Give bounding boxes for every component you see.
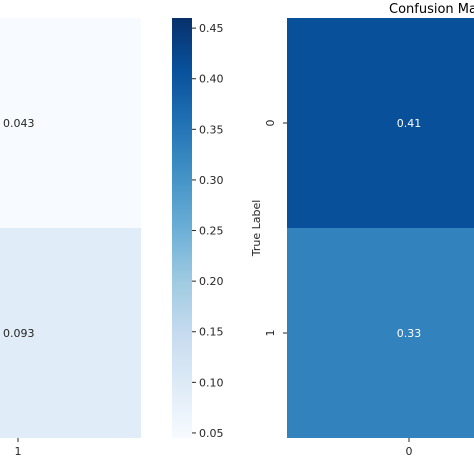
right-heatmap-cells: 0.41 0.33: [287, 18, 474, 438]
chart-title: Confusion Ma: [389, 2, 474, 17]
left-heatmap-x-ticks: 1: [15, 438, 22, 458]
heatmap-cell: [0, 228, 141, 438]
colorbar-tick-label: 0.05: [199, 427, 224, 440]
right-heatmap: Confusion Ma True Label 0.410.33 01 0: [250, 2, 474, 458]
right-heatmap-x-ticks: 0: [406, 438, 413, 458]
y-tick-label: 1: [264, 330, 277, 337]
right-heatmap-y-ticks: 01: [264, 120, 287, 337]
colorbar-tick-label: 0.20: [199, 275, 224, 288]
heatmap-cell: [287, 228, 474, 438]
heatmap-cell: [0, 18, 141, 228]
colorbar-scale: [172, 18, 192, 438]
x-tick-label: 1: [15, 445, 22, 458]
colorbar-tick-label: 0.40: [199, 73, 224, 86]
left-heatmap: 0.043 0.093 1: [0, 18, 141, 458]
cell-value-label: 0.043: [3, 117, 35, 130]
colorbar-tick-label: 0.15: [199, 326, 224, 339]
y-axis-label: True Label: [250, 200, 263, 258]
left-heatmap-cells: 0.043 0.093: [0, 18, 141, 438]
colorbar-tick-label: 0.25: [199, 225, 224, 238]
colorbar-tick-label: 0.35: [199, 123, 224, 136]
colorbar-tick-label: 0.30: [199, 174, 224, 187]
colorbar: 0.05 0.10 0.15 0.20 0.25 0.30 0.35 0.40 0.45: [172, 18, 224, 440]
cell-value-label: 0.41: [397, 117, 422, 130]
heatmap-cell: [287, 18, 474, 228]
cell-value-label: 0.093: [3, 327, 35, 340]
colorbar-tick-label: 0.45: [199, 22, 224, 35]
y-tick-label: 0: [264, 120, 277, 127]
colorbar-ticks: 0.05 0.10 0.15 0.20 0.25 0.30 0.35 0.40 0.45: [192, 22, 224, 440]
cell-value-label: 0.33: [397, 327, 422, 340]
x-tick-label: 0: [406, 445, 413, 458]
colorbar-tick-label: 0.10: [199, 376, 224, 389]
